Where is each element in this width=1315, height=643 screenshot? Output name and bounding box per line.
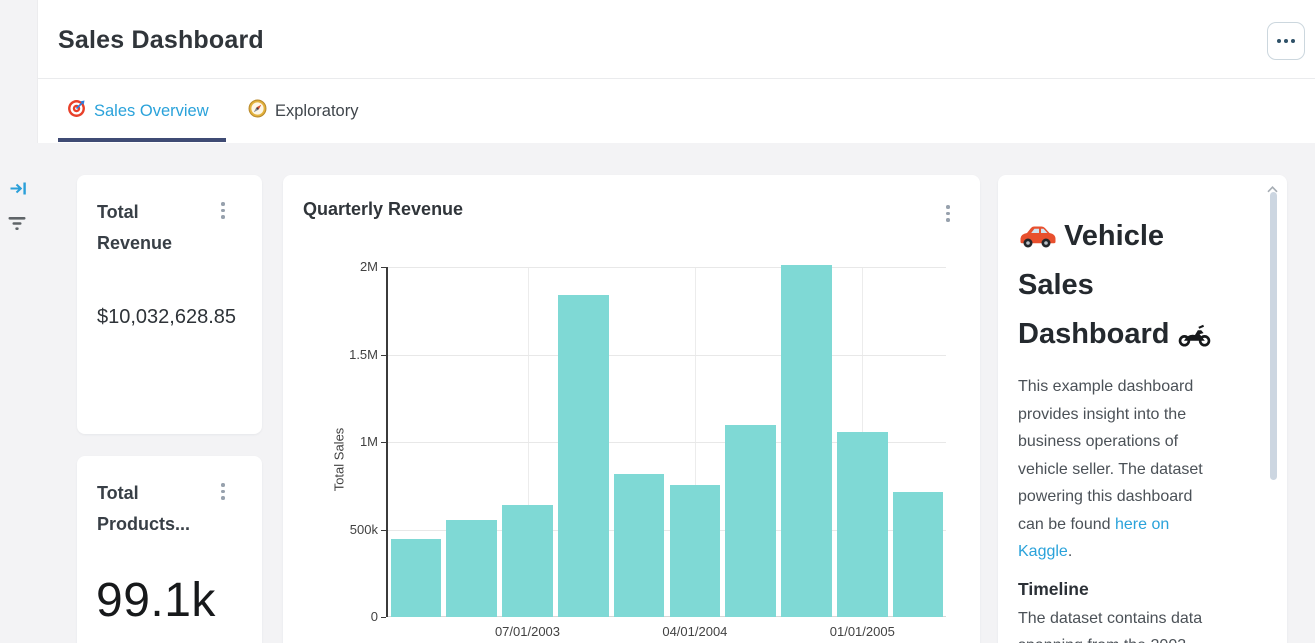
compass-icon	[248, 99, 267, 123]
car-icon	[1018, 220, 1064, 252]
tab-label: Exploratory	[275, 102, 358, 121]
tab-exploratory[interactable]: Exploratory	[248, 79, 358, 143]
kebab-icon[interactable]	[215, 197, 231, 219]
panel-heading: Vehicle Sales Dashboard	[1018, 212, 1226, 359]
scrollbar-thumb[interactable]	[1270, 192, 1277, 480]
bar[interactable]	[670, 485, 721, 617]
kebab-icon[interactable]	[215, 478, 231, 500]
bar[interactable]	[446, 520, 497, 617]
title-bar: Sales Dashboard	[38, 0, 1315, 79]
y-tick-mark	[381, 617, 386, 618]
x-tick-label: 07/01/2003	[478, 624, 578, 639]
page-title: Sales Dashboard	[58, 26, 264, 55]
bar[interactable]	[558, 295, 609, 618]
kpi-card-total-products: Total Products... 99.1k	[77, 456, 262, 643]
bar[interactable]	[502, 505, 553, 617]
y-tick-label: 500k	[322, 522, 378, 537]
ellipsis-icon	[1277, 39, 1295, 43]
y-gridline	[388, 267, 946, 268]
tab-label: Sales Overview	[94, 102, 209, 121]
tab-bar: Sales Overview Exploratory	[38, 79, 1315, 143]
active-tab-indicator	[58, 138, 226, 142]
kpi-card-total-revenue: Total Revenue $10,032,628.85	[77, 175, 262, 434]
bar[interactable]	[725, 425, 776, 618]
bar[interactable]	[391, 539, 442, 617]
y-tick-label: 0	[322, 609, 378, 624]
kpi-value: $10,032,628.85	[97, 306, 236, 329]
intro-text: This example dashboard provides insight …	[1018, 378, 1203, 533]
bar[interactable]	[893, 492, 944, 617]
plot-area[interactable]: 0500k1M1.5M2M07/01/200304/01/200401/01/2…	[388, 267, 946, 617]
bar[interactable]	[837, 432, 888, 618]
intro-text-end: .	[1068, 543, 1072, 560]
x-tick-label: 04/01/2004	[645, 624, 745, 639]
timeline-heading: Timeline	[1018, 579, 1267, 600]
header: Sales Dashboard Sales Overview	[37, 0, 1315, 143]
filter-lines-icon[interactable]	[8, 216, 26, 236]
bar[interactable]	[614, 474, 665, 617]
arrow-bar-right-icon[interactable]	[9, 180, 27, 202]
panel-intro-text: This example dashboard provides insight …	[1018, 373, 1220, 566]
kpi-value: 99.1k	[96, 573, 216, 628]
chart-title: Quarterly Revenue	[303, 199, 463, 220]
kebab-icon[interactable]	[940, 200, 956, 222]
bar[interactable]	[781, 265, 832, 617]
y-gridline	[388, 355, 946, 356]
timeline-text: The dataset contains data spanning from …	[1018, 605, 1220, 643]
y-tick-label: 1.5M	[322, 347, 378, 362]
app-window: Sales Dashboard Sales Overview	[0, 0, 1315, 643]
motorcycle-icon	[1178, 318, 1211, 350]
chart-card-quarterly-revenue: Quarterly Revenue Total Sales 0500k1M1.5…	[283, 175, 980, 643]
y-axis-line	[386, 267, 388, 617]
y-tick-label: 2M	[322, 259, 378, 274]
target-icon	[67, 99, 86, 123]
tab-sales-overview[interactable]: Sales Overview	[58, 79, 226, 143]
x-tick-label: 01/01/2005	[812, 624, 912, 639]
more-options-button[interactable]	[1267, 22, 1305, 60]
description-panel: Vehicle Sales Dashboard This example das…	[998, 175, 1287, 643]
y-tick-label: 1M	[322, 434, 378, 449]
kpi-title: Total Revenue	[97, 197, 215, 259]
kpi-title: Total Products...	[97, 478, 215, 540]
